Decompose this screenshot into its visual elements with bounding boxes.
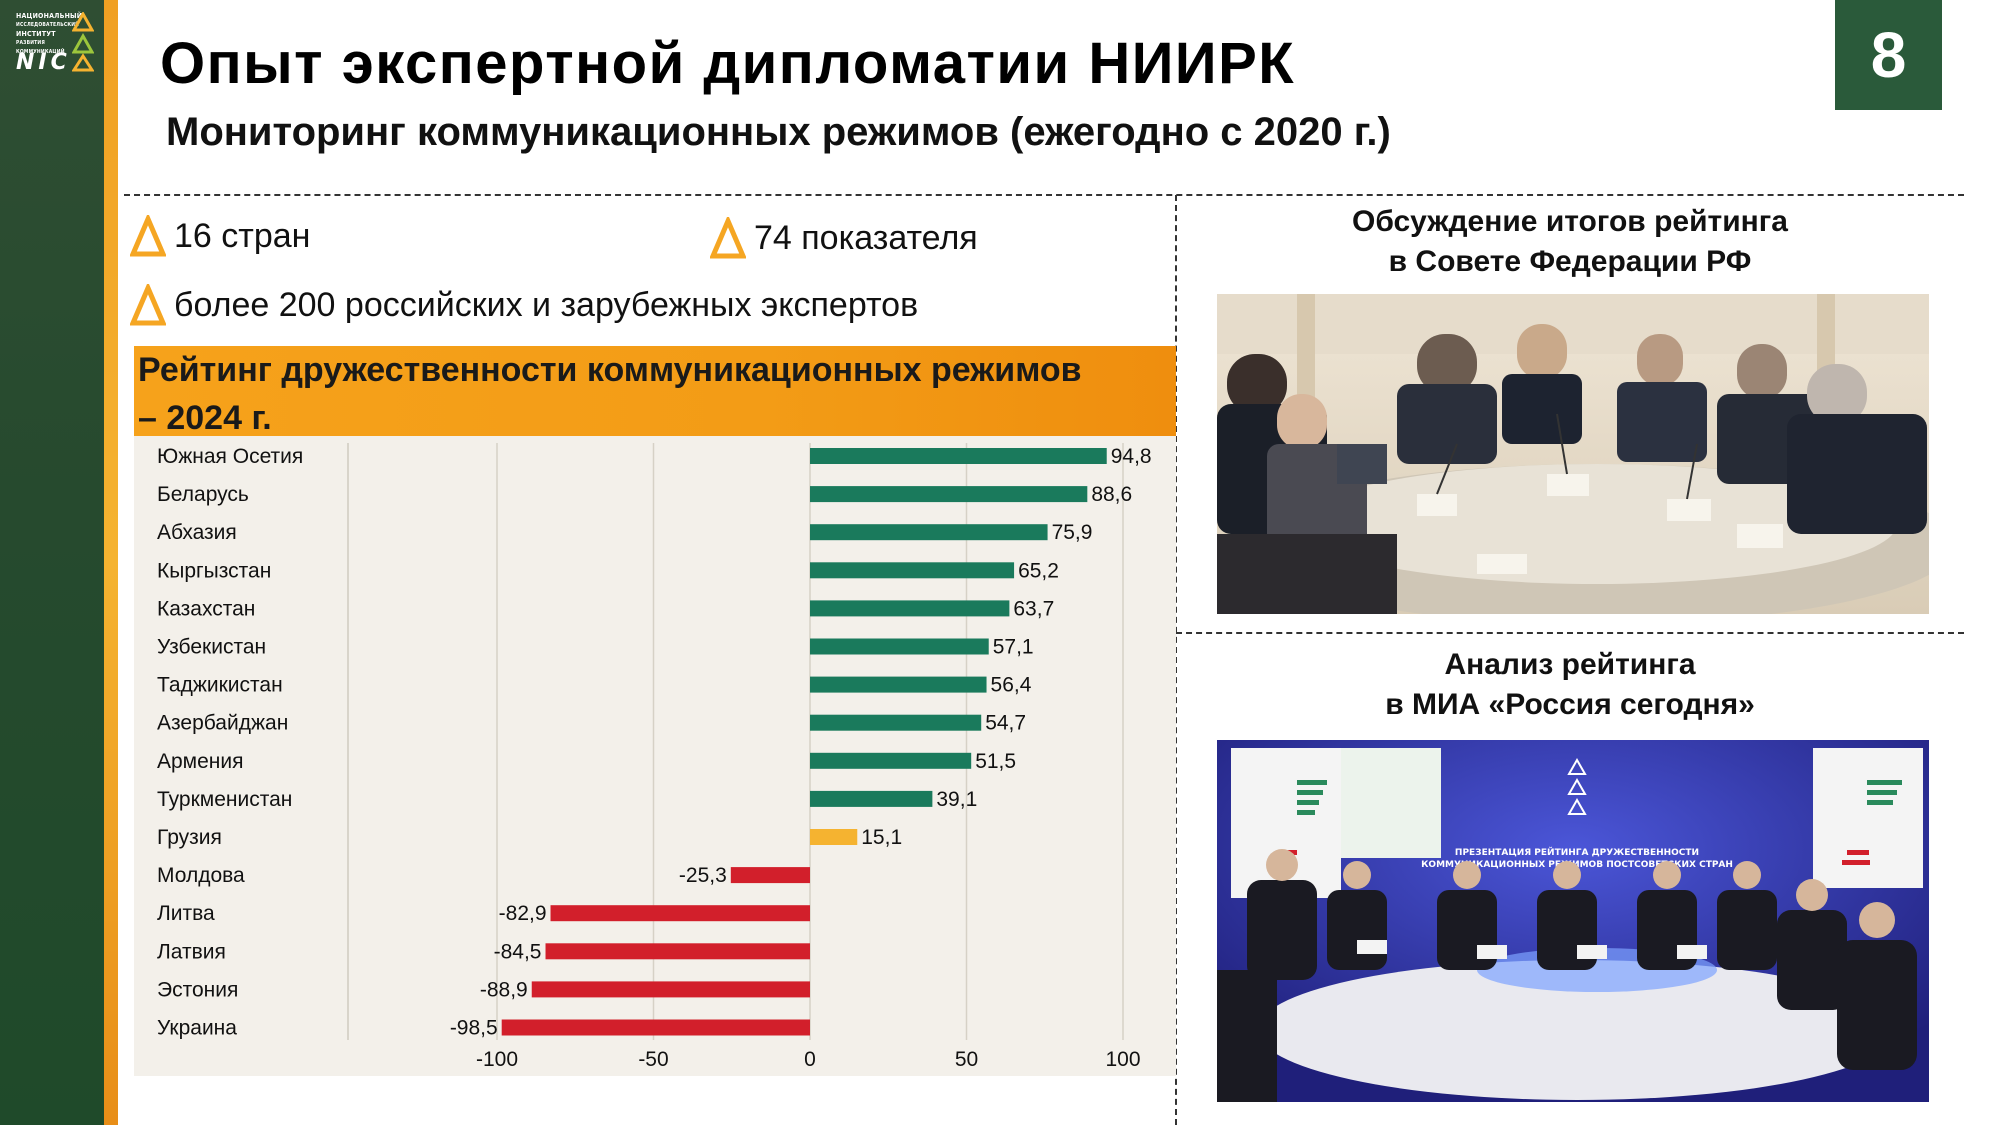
category-label: Южная Осетия: [157, 445, 303, 468]
category-label: Армения: [157, 750, 244, 773]
bar-value-label: 65,2: [1018, 559, 1059, 582]
bar: [730, 867, 810, 884]
bar-value-label: 51,5: [975, 750, 1016, 773]
bar: [531, 981, 810, 998]
bar-value-label: 54,7: [985, 712, 1026, 735]
top-photo-caption: Обсуждение итогов рейтинга в Совете Феде…: [1180, 202, 1960, 282]
bar-value-label: 57,1: [993, 636, 1034, 659]
x-tick-label: -100: [476, 1048, 518, 1071]
category-label: Украина: [157, 1017, 237, 1040]
divider-vertical: [1175, 195, 1177, 1125]
category-label: Грузия: [157, 826, 222, 849]
bar: [810, 714, 982, 731]
logo-line: ИССЛЕДОВАТЕЛЬСКИЙ: [16, 22, 80, 28]
category-label: Литва: [157, 902, 215, 925]
bar: [810, 486, 1088, 503]
category-label: Азербайджан: [157, 712, 288, 735]
federation-council-photo: [1217, 294, 1929, 614]
x-tick-label: 50: [955, 1048, 978, 1071]
bar-value-label: -84,5: [494, 940, 542, 963]
bar-value-label: 56,4: [991, 674, 1032, 697]
category-label: Казахстан: [157, 597, 255, 620]
category-label: Кыргызстан: [157, 559, 271, 582]
stat-countries: 16 стран: [130, 215, 310, 257]
bar: [810, 562, 1015, 579]
logo-line: КОММУНИКАЦИЙ: [16, 49, 65, 55]
screen-logo-icon: [1567, 757, 1587, 815]
sidebar: [0, 0, 104, 1125]
bar: [810, 524, 1048, 541]
stat-experts: более 200 российских и зарубежных экспер…: [130, 284, 918, 326]
bar-value-label: 15,1: [861, 826, 902, 849]
screen-text-line2: КОММУНИКАЦИОННЫХ РЕЖИМОВ ПОСТСОВЕТСКИХ С…: [1421, 860, 1733, 870]
bar-value-label: 63,7: [1013, 597, 1054, 620]
bar: [810, 638, 989, 655]
bar-value-label: 94,8: [1111, 445, 1152, 468]
category-label: Узбекистан: [157, 636, 266, 659]
stat-countries-text: 16 стран: [174, 216, 311, 255]
divider-horizontal: [124, 194, 1964, 196]
bar: [501, 1019, 810, 1036]
bottom-photo-caption: Анализ рейтинга в МИА «Россия сегодня»: [1180, 645, 1960, 725]
bar-value-label: 39,1: [936, 788, 977, 811]
stat-indicators-text: 74 показателя: [754, 218, 978, 257]
triangle-bullet-icon: [710, 217, 746, 259]
presentation-photo-illustration: ПРЕЗЕНТАЦИЯ РЕЙТИНГА ДРУЖЕСТВЕННОСТИ КОМ…: [1217, 740, 1929, 1102]
institute-logo: НАЦИОНАЛЬНЫЙ ИССЛЕДОВАТЕЛЬСКИЙ ИНСТИТУТ …: [16, 12, 96, 75]
x-tick-label: 0: [804, 1048, 816, 1071]
triangle-bullet-icon: [130, 284, 166, 326]
page-subtitle: Мониторинг коммуникационных режимов (еже…: [166, 110, 1391, 154]
bar-value-label: -98,5: [450, 1017, 498, 1040]
screen-text-line1: ПРЕЗЕНТАЦИЯ РЕЙТИНГА ДРУЖЕСТВЕННОСТИ: [1455, 846, 1699, 858]
logo-triangles-icon: [72, 12, 94, 72]
divider-photos: [1176, 632, 1964, 634]
bar-value-label: -82,9: [499, 902, 547, 925]
bar: [810, 829, 858, 845]
meeting-photo-illustration: [1217, 294, 1929, 614]
bar: [810, 600, 1010, 617]
category-label: Молдова: [157, 864, 245, 887]
stat-experts-text: более 200 российских и зарубежных экспер…: [174, 285, 919, 324]
category-label: Эстония: [157, 978, 238, 1001]
bottom-caption-line2: в МИА «Россия сегодня»: [1385, 688, 1755, 721]
bar: [550, 905, 810, 922]
category-label: Таджикистан: [157, 674, 283, 697]
logo-line: РАЗВИТИЯ: [16, 40, 46, 46]
bar: [810, 676, 987, 693]
page-title: Опыт экспертной дипломатии НИИРК: [160, 31, 1296, 96]
category-label: Беларусь: [157, 483, 249, 506]
x-tick-label: -50: [638, 1048, 668, 1071]
chart-title: Рейтинг дружественности коммуникационных…: [138, 346, 1178, 442]
logo-mark: NIC: [16, 50, 71, 75]
bar-value-label: -88,9: [480, 978, 528, 1001]
page-number: 8: [1835, 0, 1942, 110]
bar: [810, 790, 933, 807]
bar: [545, 943, 810, 960]
triangle-bullet-icon: [130, 215, 166, 257]
bottom-caption-line1: Анализ рейтинга: [1444, 648, 1696, 681]
mia-presentation-photo: ПРЕЗЕНТАЦИЯ РЕЙТИНГА ДРУЖЕСТВЕННОСТИ КОМ…: [1217, 740, 1929, 1102]
top-caption-line2: в Совете Федерации РФ: [1388, 245, 1752, 278]
bar-value-label: 88,6: [1091, 483, 1132, 506]
category-label: Туркменистан: [157, 788, 292, 811]
sidebar-accent-stripe: [104, 0, 118, 1125]
bar-value-label: 75,9: [1052, 521, 1093, 544]
bar-value-label: -25,3: [679, 864, 727, 887]
top-caption-line1: Обсуждение итогов рейтинга: [1352, 205, 1788, 238]
bar: [810, 448, 1107, 464]
x-tick-label: 100: [1105, 1048, 1140, 1071]
category-label: Латвия: [157, 940, 226, 963]
logo-line: НАЦИОНАЛЬНЫЙ: [16, 12, 83, 20]
stat-indicators: 74 показателя: [710, 217, 978, 259]
chart-background: [134, 436, 1176, 1076]
category-label: Абхазия: [157, 521, 237, 544]
chart-title-line1: Рейтинг дружественности коммуникационных…: [138, 351, 1082, 389]
chart-title-line2: – 2024 г.: [138, 399, 272, 437]
bar: [810, 752, 972, 769]
chart-banner: [134, 346, 1176, 436]
logo-line: ИНСТИТУТ: [16, 30, 56, 38]
